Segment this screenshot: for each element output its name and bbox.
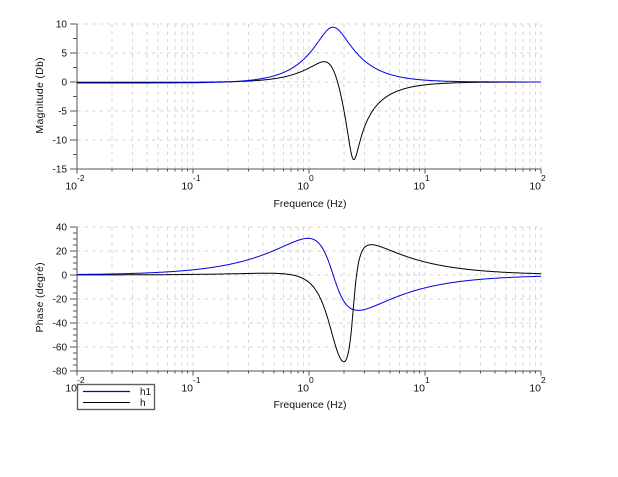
svg-text:Phase (degré): Phase (degré) (34, 262, 46, 332)
svg-text:2: 2 (541, 173, 546, 183)
svg-text:-40: -40 (53, 319, 68, 330)
svg-text:-20: -20 (53, 295, 68, 306)
svg-text:1: 1 (425, 375, 430, 385)
svg-text:-1: -1 (193, 375, 201, 385)
svg-text:Frequence (Hz): Frequence (Hz) (274, 198, 347, 210)
svg-text:-1: -1 (193, 173, 201, 183)
svg-text:-2: -2 (77, 173, 85, 183)
svg-text:-60: -60 (53, 343, 68, 354)
svg-text:0: 0 (309, 173, 314, 183)
svg-text:10: 10 (56, 20, 68, 31)
svg-text:0: 0 (61, 271, 67, 282)
svg-text:10: 10 (413, 383, 425, 395)
svg-text:0: 0 (309, 375, 314, 385)
svg-text:1: 1 (425, 173, 430, 183)
svg-text:10: 10 (413, 181, 425, 193)
svg-text:h: h (140, 398, 146, 409)
svg-text:40: 40 (56, 223, 68, 234)
svg-text:-5: -5 (58, 107, 67, 118)
svg-text:10: 10 (529, 181, 541, 193)
svg-text:-10: -10 (53, 136, 68, 147)
svg-text:0: 0 (61, 78, 67, 89)
svg-text:-2: -2 (77, 375, 85, 385)
svg-text:Magnitude (Db): Magnitude (Db) (34, 57, 46, 134)
svg-text:10: 10 (529, 383, 541, 395)
svg-text:10: 10 (65, 181, 77, 193)
svg-text:10: 10 (181, 181, 193, 193)
svg-text:5: 5 (61, 49, 67, 60)
svg-text:2: 2 (541, 375, 546, 385)
svg-text:20: 20 (56, 247, 68, 258)
svg-text:10: 10 (297, 383, 309, 395)
svg-text:10: 10 (65, 383, 77, 395)
svg-text:-15: -15 (53, 165, 68, 176)
svg-text:10: 10 (181, 383, 193, 395)
svg-text:-80: -80 (53, 367, 68, 378)
svg-text:h1: h1 (140, 387, 152, 398)
svg-text:Frequence (Hz): Frequence (Hz) (274, 399, 347, 411)
svg-text:10: 10 (297, 181, 309, 193)
